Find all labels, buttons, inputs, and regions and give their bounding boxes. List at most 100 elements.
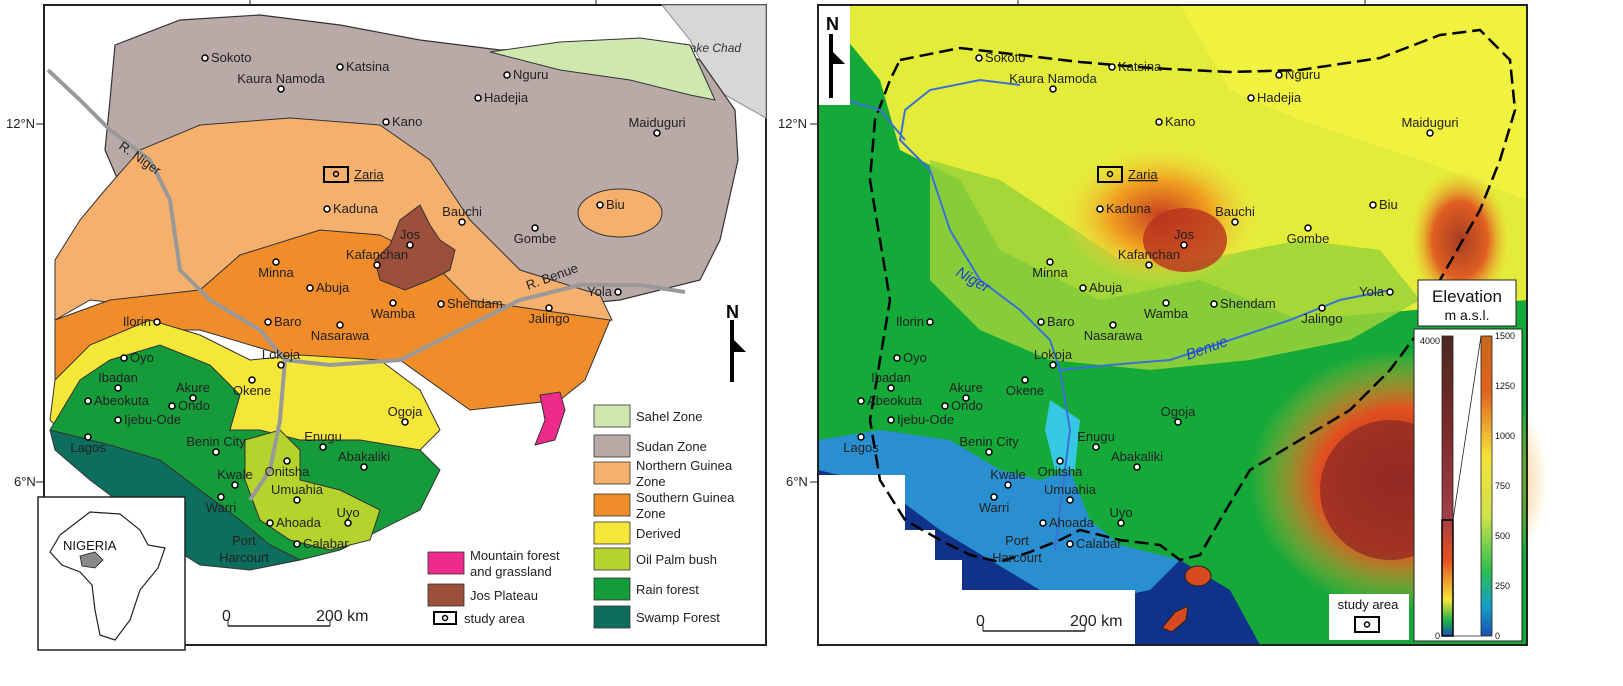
elevation-left-tick: 4000: [1420, 336, 1440, 346]
legend-swatch: [593, 461, 631, 485]
right-city-label: Warri: [979, 500, 1010, 515]
right-city-label: Uyo: [1109, 505, 1132, 520]
left-city-label: Lokoja: [262, 347, 301, 362]
left-city-dot: [373, 261, 381, 269]
right-city-dot: [887, 384, 895, 392]
legend-label-line2: Zone: [636, 474, 666, 489]
lake-chad-label: Lake Chad: [683, 41, 741, 55]
left-city-dot: [84, 397, 92, 405]
left-city-dot: [323, 205, 331, 213]
left-city-label: Bauchi: [442, 204, 482, 219]
right-city-dot: [857, 433, 865, 441]
left-city-dot: [406, 241, 414, 249]
lat-6n-right: 6°N: [786, 474, 808, 489]
left-city-dot: [277, 85, 285, 93]
legend-label: Rain forest: [636, 582, 699, 597]
jos-plateau: [374, 204, 456, 291]
left-city-dot: [332, 170, 340, 178]
study-area-marker: [323, 166, 349, 183]
left-city-label: Abakaliki: [338, 449, 390, 464]
right-city-label: Onitsha: [1038, 464, 1084, 479]
left-city-dot: [596, 201, 604, 209]
right-city-dot: [1162, 299, 1170, 307]
left-city-label: Ijebu-Ode: [124, 412, 181, 427]
right-city-dot: [1049, 85, 1057, 93]
right-city-dot: [962, 394, 970, 402]
legend-swatch: [593, 521, 631, 545]
right-city-dot: [1096, 205, 1104, 213]
scale-bar-left: 0 200 km: [222, 608, 368, 627]
right-city-dot: [1004, 481, 1012, 489]
legend-label: Sahel Zone: [636, 409, 703, 424]
river-benue-right: [1059, 289, 1391, 371]
right-city-label: Nasarawa: [1084, 328, 1143, 343]
elevation-right-tick: 1250: [1495, 381, 1515, 391]
left-city-label: Kafanchan: [346, 247, 408, 262]
left-city-dot: [458, 218, 466, 226]
right-city-label: Ibadan: [871, 370, 911, 385]
river-niger: [46, 68, 288, 502]
right-city-label: Hadejia: [1257, 90, 1302, 105]
right-city-label: Kano: [1165, 114, 1195, 129]
right-city-dot: [1275, 71, 1283, 79]
right-city-dot: [857, 397, 865, 405]
right-city-label: Akure: [949, 380, 983, 395]
left-city-label: Kaura Namoda: [237, 71, 325, 86]
right-city-dot: [1133, 463, 1141, 471]
left-city-dot: [264, 318, 272, 326]
svg-text:N: N: [726, 302, 739, 322]
legend-label: Derived: [636, 526, 681, 541]
right-city-labels: Sokoto Katsina Kaura Namoda Nguru Hadejia Kan…: [843, 50, 1458, 565]
elevation-right-tick: 1500: [1495, 331, 1515, 341]
left-city-label: Akure: [176, 380, 210, 395]
right-city-label: Lagos: [843, 440, 879, 455]
left-city-label: Port: [232, 533, 256, 548]
left-city-label: Enugu: [304, 429, 342, 444]
legend-label: Northern Guinea: [636, 458, 733, 473]
legend-label-line2: and grassland: [470, 564, 552, 579]
right-city-dot: [926, 318, 934, 326]
right-city-dot: [1386, 288, 1394, 296]
left-city-dot: [168, 402, 176, 410]
left-city-dot: [503, 71, 511, 79]
right-city-dot: [985, 448, 993, 456]
right-city-label: Zaria: [1128, 167, 1158, 182]
right-city-label: Baro: [1047, 314, 1074, 329]
left-city-dot: [293, 496, 301, 504]
right-city-label: Kaura Namoda: [1009, 71, 1097, 86]
right-city-dot: [1039, 519, 1047, 527]
elevation-title: Elevation: [1432, 287, 1502, 306]
left-city-dot: [120, 354, 128, 362]
right-city-dot: [1426, 129, 1434, 137]
right-city-dot: [1117, 519, 1125, 527]
left-city-dot: [474, 94, 482, 102]
left-city-dot: [531, 224, 539, 232]
svg-text:200 km: 200 km: [316, 608, 368, 625]
right-city-label: Abeokuta: [867, 393, 923, 408]
left-city-label: Warri: [206, 500, 237, 515]
north-arrow-right: N: [818, 5, 850, 105]
left-city-label: Hadejia: [484, 90, 529, 105]
left-vegetation-map: Lake Chad R. Niger R. Benue 12°N 6°N: [6, 0, 767, 651]
sahel-zone: [489, 37, 716, 101]
legend-label: Mountain forest: [470, 548, 560, 563]
right-city-label: Katsina: [1118, 59, 1162, 74]
elevation-right-tick: 0: [1495, 631, 1500, 641]
right-city-dot: [975, 54, 983, 62]
right-city-label: Ondo: [951, 398, 983, 413]
left-city-label: Gombe: [514, 231, 557, 246]
legend-swatch: [593, 547, 631, 571]
elevation-right-tick: 500: [1495, 531, 1510, 541]
left-city-label: Maiduguri: [628, 115, 685, 130]
right-city-label: Maiduguri: [1401, 115, 1458, 130]
right-city-dot: [1056, 457, 1064, 465]
lat-12n-left: 12°N: [6, 116, 35, 131]
left-city-dot: [545, 304, 553, 312]
right-city-label: Enugu: [1077, 429, 1115, 444]
svg-text:N: N: [826, 14, 839, 34]
right-city-dot: [1079, 284, 1087, 292]
right-city-dot: [1049, 361, 1057, 369]
legend-swatch: [593, 434, 631, 458]
